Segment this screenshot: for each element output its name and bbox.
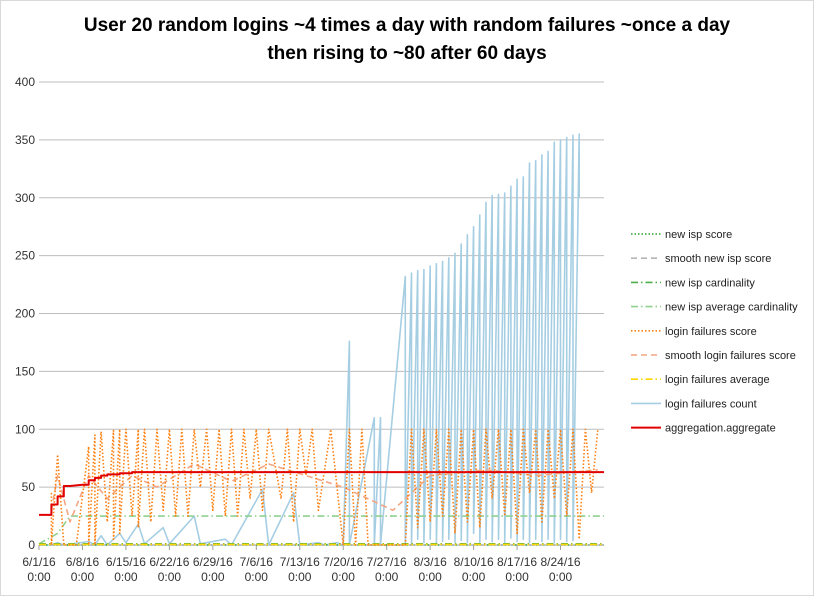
- x-tick-label-time: 0:00: [418, 570, 442, 584]
- x-axis-ticks: 6/1/160:006/8/160:006/15/160:006/22/160:…: [22, 545, 581, 584]
- y-tick-label: 250: [15, 249, 35, 263]
- y-tick-label: 0: [28, 538, 35, 552]
- x-tick-label-date: 6/8/16: [66, 555, 100, 569]
- x-tick-label-time: 0:00: [549, 570, 573, 584]
- legend-label: aggregation.aggregate: [665, 423, 776, 435]
- x-tick-label-time: 0:00: [332, 570, 356, 584]
- x-tick-label-date: 7/20/16: [323, 555, 363, 569]
- y-tick-label: 300: [15, 191, 35, 205]
- y-tick-label: 150: [15, 364, 35, 378]
- x-tick-label-time: 0:00: [114, 570, 138, 584]
- x-tick-label-date: 6/15/16: [106, 555, 146, 569]
- y-tick-label: 100: [15, 422, 35, 436]
- legend-label: new isp score: [665, 229, 732, 241]
- legend-label: login failures score: [665, 326, 757, 338]
- x-tick-label-date: 6/22/16: [149, 555, 189, 569]
- chart-title-line-1: User 20 random logins ~4 times a day wit…: [83, 15, 731, 36]
- x-tick-label-date: 8/3/16: [413, 555, 447, 569]
- chart-title: User 20 random logins ~4 times a day wit…: [0, 12, 814, 68]
- legend-label: new isp average cardinality: [665, 302, 798, 314]
- legend: new isp score smooth new isp score new isp…: [631, 229, 798, 435]
- x-tick-label-time: 0:00: [505, 570, 529, 584]
- series-group: [38, 133, 604, 546]
- y-tick-label: 400: [15, 75, 35, 89]
- series-line-login-failures-score: [50, 428, 599, 546]
- chart-title-line-2: then rising to ~80 after 60 days: [267, 43, 547, 64]
- gridlines: [39, 81, 604, 546]
- x-tick-label-date: 7/6/16: [240, 555, 274, 569]
- legend-label: smooth login failures score: [665, 350, 796, 362]
- y-tick-label: 200: [15, 307, 35, 321]
- series-line-smooth-login-failures-score: [50, 463, 598, 523]
- series-line-login-failures-count: [39, 133, 581, 546]
- x-tick-label-date: 8/17/16: [497, 555, 537, 569]
- x-tick-label-time: 0:00: [71, 570, 95, 584]
- x-tick-label-time: 0:00: [462, 570, 486, 584]
- x-tick-label-date: 6/1/16: [22, 555, 56, 569]
- x-tick-label-date: 7/13/16: [280, 555, 320, 569]
- legend-label: login failures average: [665, 374, 770, 386]
- series-line-new-isp-average-cardinality: [38, 515, 604, 545]
- x-tick-label-time: 0:00: [27, 570, 51, 584]
- y-axis-ticks: 0 50 100 150 200 250 300 350 400: [15, 75, 35, 552]
- legend-label: smooth new isp score: [665, 253, 771, 265]
- x-tick-label-time: 0:00: [158, 570, 182, 584]
- x-tick-label-time: 0:00: [201, 570, 225, 584]
- x-tick-label-date: 8/10/16: [454, 555, 494, 569]
- legend-label: new isp cardinality: [665, 277, 755, 289]
- x-tick-label-date: 6/29/16: [193, 555, 233, 569]
- y-tick-label: 50: [22, 480, 36, 494]
- legend-label: login failures count: [665, 398, 757, 410]
- series-line-aggregation-aggregate: [39, 471, 604, 516]
- x-tick-label-date: 8/24/16: [541, 555, 581, 569]
- x-tick-label-time: 0:00: [245, 570, 269, 584]
- x-tick-label-time: 0:00: [288, 570, 312, 584]
- x-tick-label-date: 7/27/16: [367, 555, 407, 569]
- x-tick-label-time: 0:00: [375, 570, 399, 584]
- y-tick-label: 350: [15, 133, 35, 147]
